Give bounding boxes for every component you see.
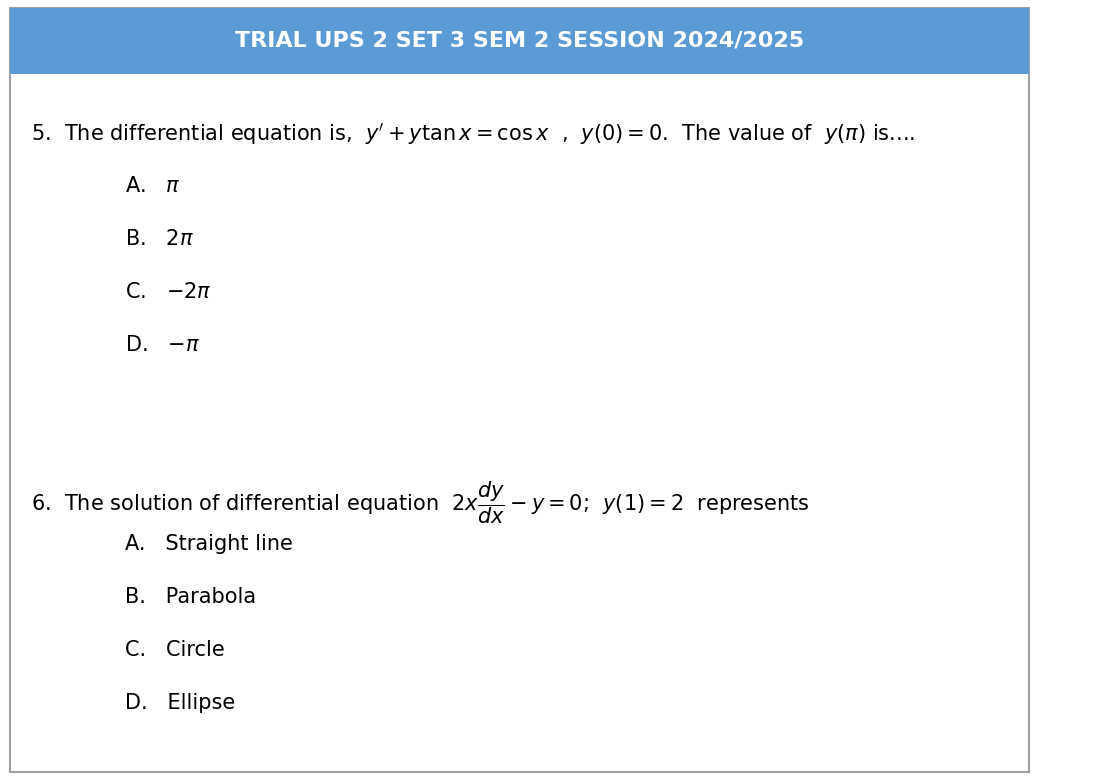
Text: 5.  The differential equation is,  $y^{\prime} + y\tan x = \cos x$  ,  $y(0) = 0: 5. The differential equation is, $y^{\pr… — [31, 121, 916, 147]
Text: D.   $-\pi$: D. $-\pi$ — [125, 335, 200, 355]
Text: 6.  The solution of differential equation  $2x\dfrac{dy}{dx} - y = 0$;  $y(1) = : 6. The solution of differential equation… — [31, 480, 810, 526]
Text: C.   Circle: C. Circle — [125, 640, 224, 661]
Text: B.   $2\pi$: B. $2\pi$ — [125, 229, 193, 249]
Text: B.   Parabola: B. Parabola — [125, 587, 256, 608]
Text: A.   $\pi$: A. $\pi$ — [125, 176, 180, 196]
Text: D.   Ellipse: D. Ellipse — [125, 693, 235, 714]
Text: A.   Straight line: A. Straight line — [125, 534, 292, 555]
FancyBboxPatch shape — [10, 8, 1029, 772]
Text: TRIAL UPS 2 SET 3 SEM 2 SESSION 2024/2025: TRIAL UPS 2 SET 3 SEM 2 SESSION 2024/202… — [235, 31, 804, 51]
FancyBboxPatch shape — [10, 8, 1029, 74]
Text: C.   $-2\pi$: C. $-2\pi$ — [125, 282, 212, 302]
